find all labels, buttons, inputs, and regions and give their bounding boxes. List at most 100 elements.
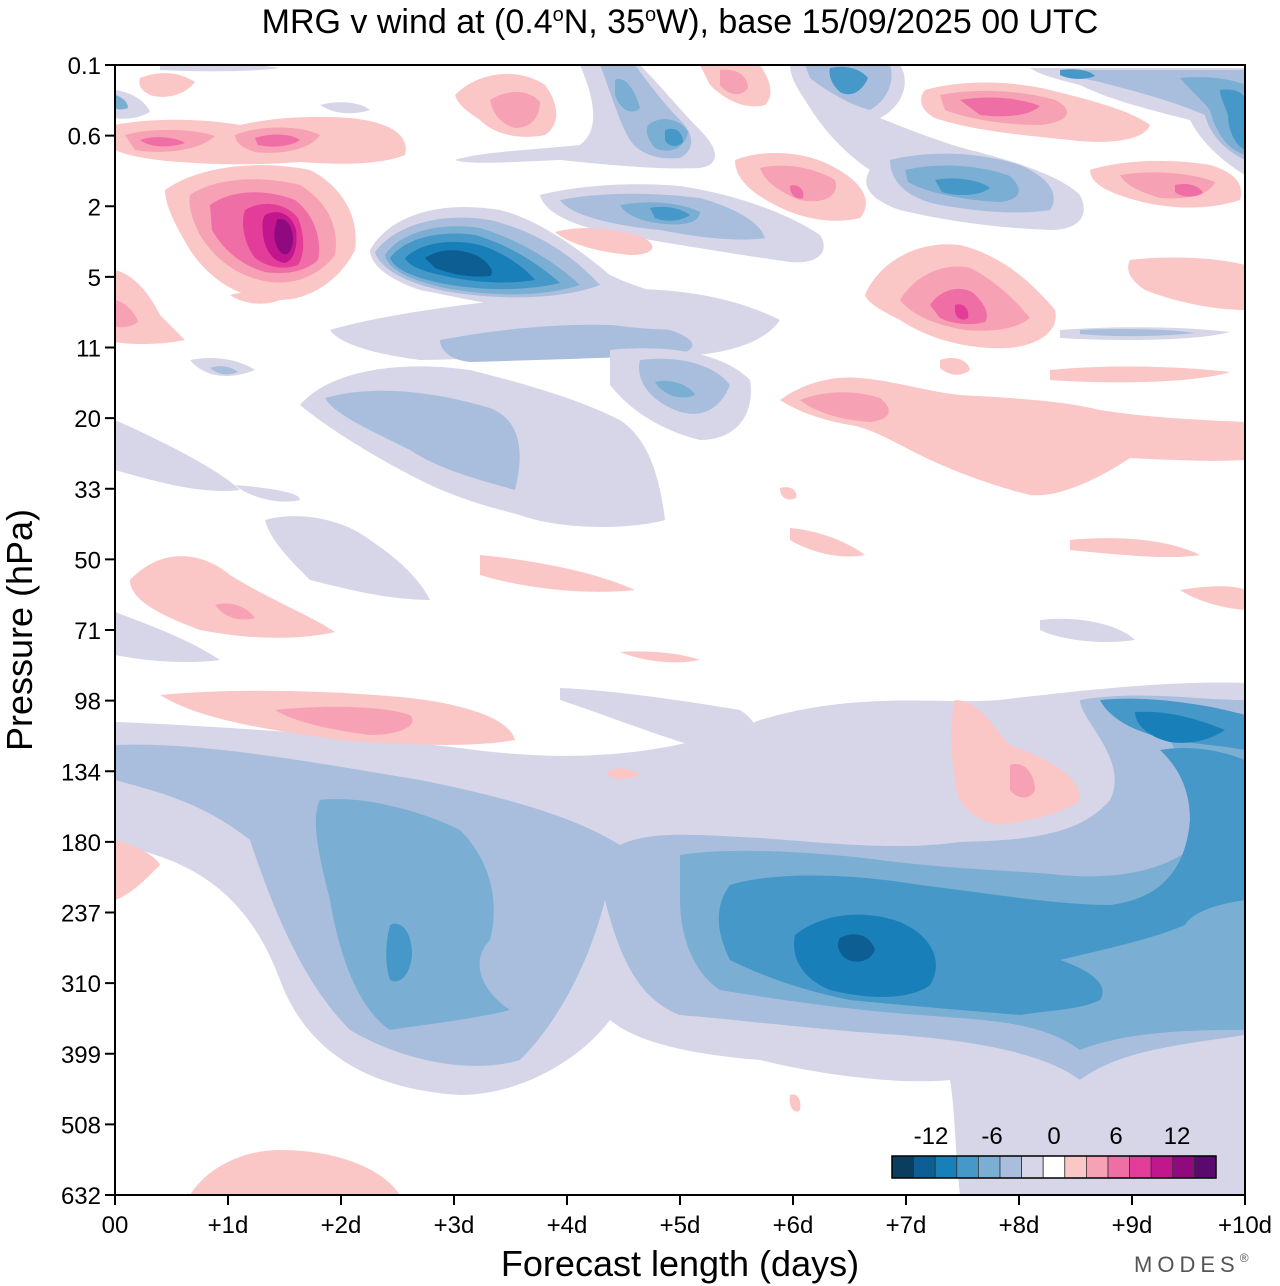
x-axis: 00 +1d +2d +3d +4d +5d +6d +7d +8d +9d +10d (102, 1195, 1272, 1239)
y-tick-label: 5 (88, 265, 101, 292)
x-tick-label: +3d (434, 1212, 475, 1239)
y-tick-label: 20 (74, 406, 101, 433)
contour-upper-neg-9 (115, 95, 128, 110)
colorbar-label: -6 (981, 1123, 1002, 1150)
contour-field (115, 65, 1245, 1195)
colorbar-label: -12 (914, 1123, 949, 1150)
contour-upper-pos-14 (490, 91, 540, 128)
contour-lower-pos-2 (1010, 764, 1035, 798)
contour-upper-neg-25 (829, 66, 868, 95)
contour-upper-pos-6 (274, 219, 293, 255)
contour-mid-neg-1 (560, 688, 759, 755)
colorbar-swatch (1064, 1155, 1087, 1179)
contour-upper-pos-32 (780, 377, 1245, 496)
contour-upper-neg-13 (615, 79, 640, 112)
colorbar-swatch (1107, 1155, 1131, 1179)
contour-upper-pos-33 (800, 392, 889, 422)
contour-upper-pos-17 (555, 228, 653, 255)
contour-upper-neg-15 (665, 128, 683, 146)
y-tick-label: 310 (61, 971, 101, 998)
y-tick-label: 50 (74, 547, 101, 574)
contour-mid-neg-2 (115, 612, 220, 663)
contour-upper-neg-19 (650, 206, 690, 221)
colorbar-swatch (1042, 1155, 1066, 1179)
colorbar-label: 6 (1109, 1123, 1122, 1150)
colorbar-swatch (978, 1155, 1001, 1179)
contour-upper-pos-34 (1050, 366, 1230, 383)
x-tick-label: +2d (321, 1212, 362, 1239)
colorbar-legend: -12 -6 0 6 12 (891, 1123, 1217, 1179)
x-tick-label: +10d (1218, 1212, 1272, 1239)
colorbar-swatch (891, 1155, 915, 1179)
contour-upper-neg-8 (115, 90, 150, 119)
contour-mid-pos-2 (275, 706, 413, 735)
x-tick-label: +8d (999, 1212, 1040, 1239)
x-tick-label: +4d (547, 1212, 588, 1239)
colorbar-swatch (999, 1155, 1023, 1179)
contour-lower-neg-7 (837, 934, 875, 962)
colorbar-swatches (891, 1155, 1217, 1179)
y-tick-label: 632 (61, 1183, 101, 1210)
contour-strat-neg-7 (655, 380, 695, 398)
contour-upper-pos-31 (955, 304, 969, 320)
contour-mid-pos-9 (620, 651, 700, 663)
contour-upper-neg-29 (1220, 89, 1245, 150)
y-tick-label: 71 (74, 618, 101, 645)
contour-upper-pos-27 (1128, 257, 1245, 310)
y-tick-label: 399 (61, 1042, 101, 1069)
y-tick-label: 0.1 (68, 53, 101, 80)
colorbar-frame (891, 1155, 1217, 1179)
y-tick-label: 11 (76, 336, 101, 363)
contour-mid-neg-3 (265, 516, 430, 600)
colorbar-swatch (1150, 1155, 1174, 1179)
contour-strat-neg-2 (325, 390, 520, 490)
contour-upper-pos-38 (115, 300, 138, 328)
contour-lower-pos-6 (605, 768, 640, 780)
x-tick-label: +5d (660, 1212, 701, 1239)
contour-upper-pos-20 (790, 185, 804, 199)
contour-mid-pos-3 (130, 556, 335, 638)
contour-upper-pos-36 (780, 487, 797, 500)
y-tick-label: 98 (74, 689, 101, 716)
contour-mid-pos-8 (1180, 586, 1245, 610)
contour-lower-pos-3 (115, 840, 160, 900)
contour-lower-pos-4 (190, 1150, 400, 1195)
contour-upper-pos-12 (139, 73, 195, 97)
contour-upper-neg-24 (935, 178, 990, 196)
y-tick-label: 180 (61, 830, 101, 857)
contour-mid-pos-6 (790, 528, 865, 557)
colorbar-swatch (1194, 1155, 1217, 1179)
colorbar-label: 12 (1164, 1123, 1191, 1150)
colorbar-swatch (1129, 1155, 1152, 1179)
contour-upper-pos-26 (1175, 183, 1203, 197)
y-axis: 0.1 0.6 2 5 11 20 33 50 71 98 134 180 237 310 399 508 63… (61, 53, 115, 1210)
contour-upper-pos-23 (960, 97, 1040, 117)
y-tick-label: 2 (88, 194, 101, 221)
contour-lower-neg-3 (315, 799, 510, 1030)
contour-lower-neg-8 (386, 923, 412, 982)
y-tick-label: 33 (74, 477, 101, 504)
x-tick-label: +7d (886, 1212, 927, 1239)
modes-logo: MODES® (1134, 1251, 1254, 1277)
contour-upper-pos-37 (115, 270, 185, 345)
contour-mid-neg-4 (1040, 618, 1135, 642)
contour-lower-neg-10 (1135, 711, 1225, 743)
y-axis-title: Pressure (hPa) (0, 509, 40, 751)
colorbar-swatch (913, 1155, 936, 1179)
colorbar-label: 0 (1047, 1123, 1060, 1150)
x-axis-title: Forecast length (days) (501, 1243, 859, 1284)
x-tick-label: +9d (1112, 1212, 1153, 1239)
contour-upper-neg-10 (320, 102, 370, 114)
y-tick-label: 237 (61, 901, 101, 928)
contour-upper-neg-6 (425, 250, 492, 277)
contour-upper-pos-16 (720, 69, 748, 95)
colorbar-swatch (934, 1155, 958, 1179)
x-tick-label: 00 (102, 1212, 129, 1239)
x-tick-label: +1d (208, 1212, 249, 1239)
contour-upper-pos-11 (255, 134, 300, 147)
contour-lower-pos-5 (789, 1094, 801, 1112)
colorbar-swatch (956, 1155, 979, 1179)
colorbar-labels: -12 -6 0 6 12 (914, 1123, 1191, 1150)
contour-mid-neg-6 (235, 485, 300, 502)
